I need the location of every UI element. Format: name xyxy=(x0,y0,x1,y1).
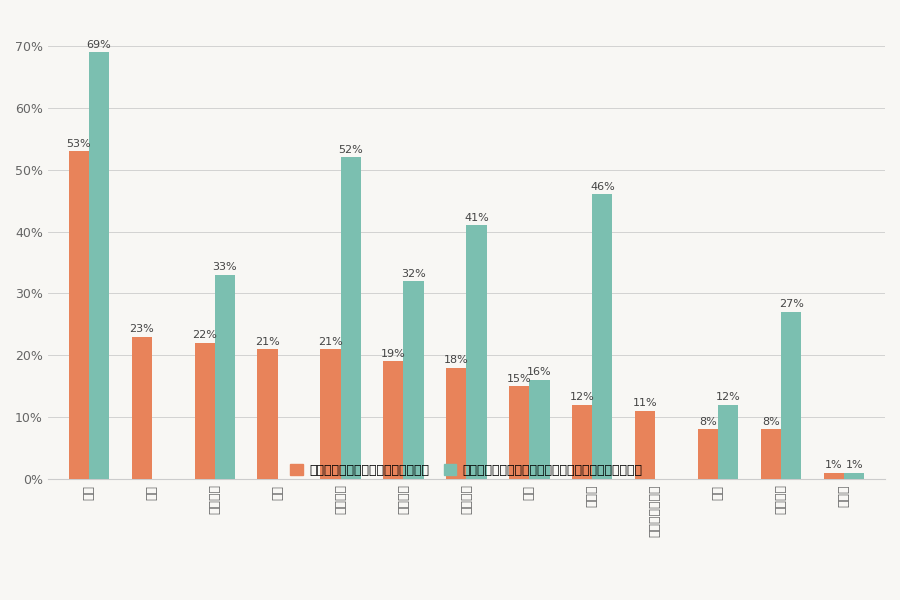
Bar xyxy=(592,194,613,479)
Text: 23%: 23% xyxy=(130,324,154,334)
Text: 15%: 15% xyxy=(507,374,532,383)
Bar xyxy=(446,368,466,479)
Text: 1%: 1% xyxy=(845,460,863,470)
Text: 8%: 8% xyxy=(699,417,717,427)
Text: 22%: 22% xyxy=(193,331,217,340)
Text: 27%: 27% xyxy=(778,299,804,310)
Bar xyxy=(68,151,89,479)
Text: 11%: 11% xyxy=(633,398,658,409)
Bar xyxy=(529,380,550,479)
Text: 46%: 46% xyxy=(590,182,615,192)
Bar xyxy=(572,405,592,479)
Bar xyxy=(781,312,801,479)
Legend: 現在のお仕事でご不満に感じること, 転職先の会社をお探しになる際に重要視するポイント: 現在のお仕事でご不満に感じること, 転職先の会社をお探しになる際に重要視するポイ… xyxy=(285,459,648,482)
Bar xyxy=(257,349,277,479)
Text: 21%: 21% xyxy=(318,337,343,347)
Bar xyxy=(194,343,215,479)
Bar xyxy=(215,275,235,479)
Text: 12%: 12% xyxy=(716,392,741,402)
Bar xyxy=(761,430,781,479)
Text: 41%: 41% xyxy=(464,213,489,223)
Text: 53%: 53% xyxy=(67,139,91,149)
Text: 69%: 69% xyxy=(86,40,112,50)
Text: 52%: 52% xyxy=(338,145,363,155)
Bar xyxy=(320,349,340,479)
Bar xyxy=(89,52,109,479)
Bar xyxy=(698,430,718,479)
Bar xyxy=(718,405,738,479)
Text: 33%: 33% xyxy=(212,262,237,272)
Text: 1%: 1% xyxy=(825,460,842,470)
Bar xyxy=(824,473,844,479)
Bar xyxy=(466,226,487,479)
Bar xyxy=(131,337,152,479)
Bar xyxy=(340,157,361,479)
Text: 16%: 16% xyxy=(527,367,552,377)
Text: 32%: 32% xyxy=(401,269,426,278)
Text: 18%: 18% xyxy=(444,355,469,365)
Bar xyxy=(844,473,864,479)
Text: 8%: 8% xyxy=(762,417,780,427)
Bar xyxy=(403,281,424,479)
Text: 19%: 19% xyxy=(381,349,406,359)
Bar xyxy=(383,361,403,479)
Text: 12%: 12% xyxy=(570,392,595,402)
Bar xyxy=(509,386,529,479)
Bar xyxy=(635,411,655,479)
Text: 21%: 21% xyxy=(256,337,280,347)
